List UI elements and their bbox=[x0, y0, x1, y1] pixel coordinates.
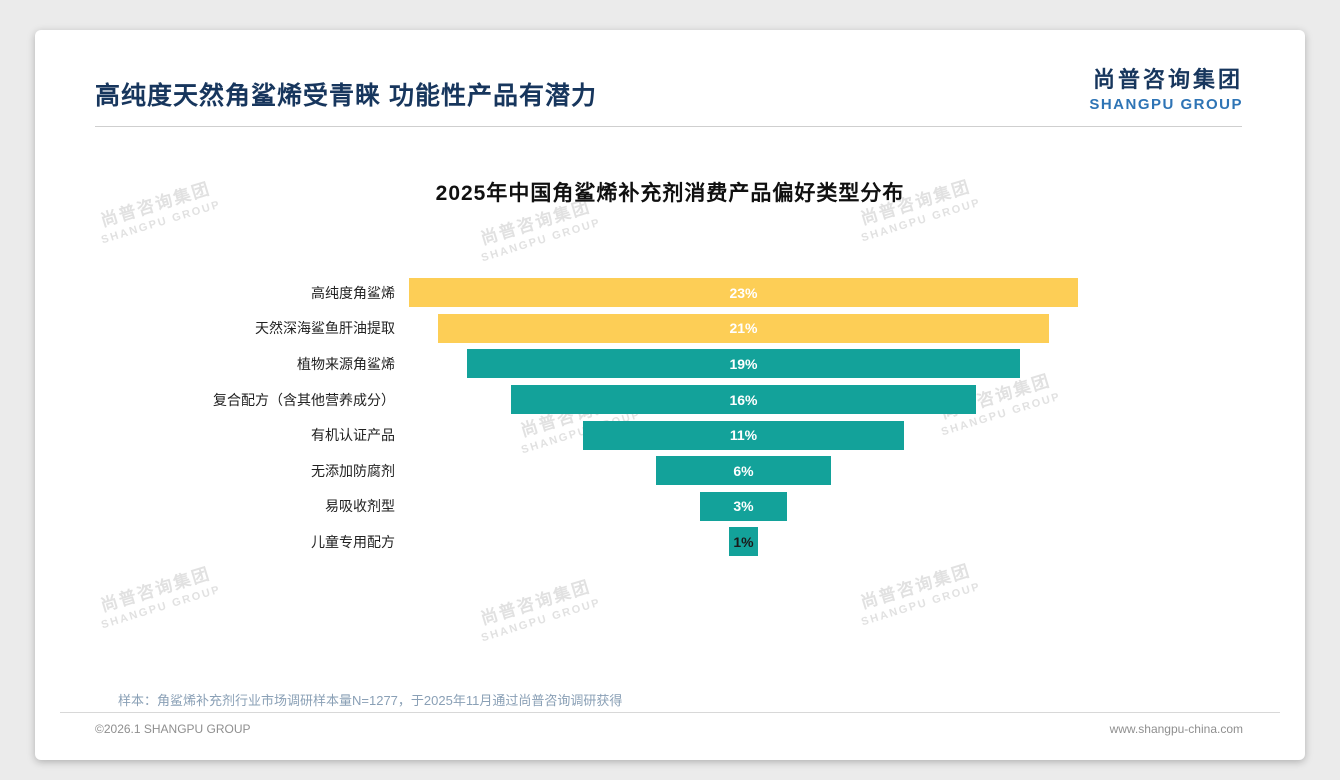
sample-note: 样本：角鲨烯补充剂行业市场调研样本量N=1277，于2025年11月通过尚普咨询… bbox=[118, 693, 623, 708]
category-label: 有机认证产品 bbox=[311, 427, 395, 444]
bar-zone: 21% bbox=[403, 313, 1084, 343]
chart-row: 易吸收剂型 3% bbox=[35, 489, 1305, 525]
chart-row: 天然深海鲨鱼肝油提取 21% bbox=[35, 311, 1305, 347]
chart-title: 2025年中国角鲨烯补充剂消费产品偏好类型分布 bbox=[435, 182, 905, 205]
value-label: 11% bbox=[729, 427, 758, 444]
watermark: 尚普咨询集团 SHANGPU GROUP bbox=[858, 560, 983, 629]
value-label: 16% bbox=[729, 391, 758, 408]
watermark: 尚普咨询集团 SHANGPU GROUP bbox=[478, 576, 603, 645]
bar: 1% bbox=[728, 527, 759, 557]
category-label: 高纯度角鲨烯 bbox=[311, 284, 395, 301]
company-logo: 尚普咨询集团 SHANGPU GROUP bbox=[1089, 62, 1243, 113]
chart-row: 复合配方（含其他营养成分） 16% bbox=[35, 382, 1305, 418]
watermark: 尚普咨询集团 SHANGPU GROUP bbox=[98, 563, 223, 632]
header: 高纯度天然角鲨烯受青睐 功能性产品有潜力 尚普咨询集团 SHANGPU GROU… bbox=[35, 30, 1305, 113]
chart-row: 儿童专用配方 1% bbox=[35, 524, 1305, 560]
footer-website: www.shangpu-china.com bbox=[1109, 722, 1243, 736]
chart-row: 高纯度角鲨烯 23% bbox=[35, 275, 1305, 311]
bar: 21% bbox=[437, 313, 1050, 343]
bar: 3% bbox=[699, 491, 788, 521]
bar-zone: 19% bbox=[403, 349, 1084, 379]
bar: 19% bbox=[467, 349, 1020, 379]
footer: ©2026.1 SHANGPU GROUP www.shangpu-china.… bbox=[60, 712, 1280, 736]
category-label: 易吸收剂型 bbox=[325, 498, 395, 515]
chart-row: 无添加防腐剂 6% bbox=[35, 453, 1305, 489]
bar-zone: 6% bbox=[403, 456, 1084, 486]
chart-row: 有机认证产品 11% bbox=[35, 417, 1305, 453]
bar-zone: 3% bbox=[403, 491, 1084, 521]
bar-zone: 1% bbox=[403, 527, 1084, 557]
bar-zone: 11% bbox=[403, 420, 1084, 450]
bar: 23% bbox=[408, 278, 1079, 308]
bar-zone: 16% bbox=[403, 385, 1084, 415]
value-label: 6% bbox=[733, 462, 754, 479]
category-label: 儿童专用配方 bbox=[311, 533, 395, 550]
chart-rows: 高纯度角鲨烯 23% 天然深海鲨鱼肝油提取 21% 植物来源角鲨烯 19% 复合配方（含其他… bbox=[35, 275, 1305, 560]
category-label: 植物来源角鲨烯 bbox=[297, 355, 395, 372]
bar-zone: 23% bbox=[403, 278, 1084, 308]
bar: 11% bbox=[583, 420, 904, 450]
value-label: 23% bbox=[729, 284, 758, 301]
bar: 6% bbox=[656, 456, 831, 486]
slide: 尚普咨询集团 SHANGPU GROUP 尚普咨询集团 SHANGPU GROU… bbox=[35, 30, 1305, 760]
chart-row: 植物来源角鲨烯 19% bbox=[35, 346, 1305, 382]
category-label: 无添加防腐剂 bbox=[311, 462, 395, 479]
logo-en-text: SHANGPU GROUP bbox=[1089, 96, 1243, 113]
category-label: 复合配方（含其他营养成分） bbox=[213, 391, 395, 408]
page-title: 高纯度天然角鲨烯受青睐 功能性产品有潜力 bbox=[95, 82, 597, 110]
value-label: 1% bbox=[733, 533, 754, 550]
value-label: 21% bbox=[729, 320, 758, 337]
footer-copyright: ©2026.1 SHANGPU GROUP bbox=[95, 722, 251, 736]
value-label: 19% bbox=[729, 355, 758, 372]
bar: 16% bbox=[510, 385, 977, 415]
value-label: 3% bbox=[733, 498, 754, 515]
header-divider bbox=[95, 126, 1242, 127]
category-label: 天然深海鲨鱼肝油提取 bbox=[255, 320, 395, 337]
logo-cn-text: 尚普咨询集团 bbox=[1092, 67, 1243, 92]
